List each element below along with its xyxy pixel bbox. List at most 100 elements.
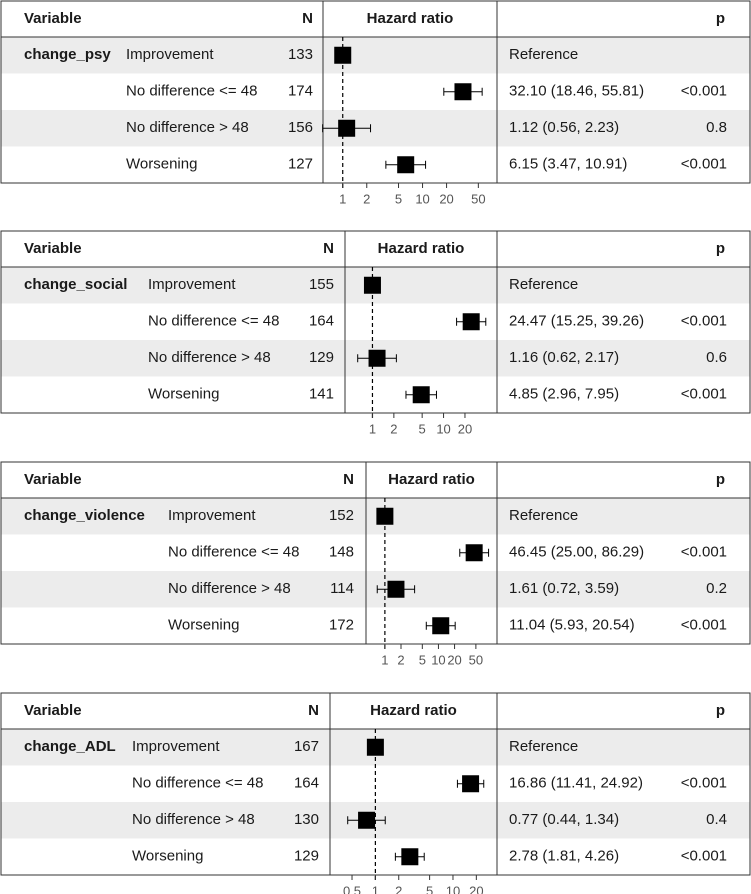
- p-value: <0.001: [681, 83, 727, 100]
- hr-ci-text: 24.47 (15.25, 39.26): [509, 313, 644, 330]
- n-value: 172: [329, 617, 354, 634]
- row-stripe: [1, 498, 750, 535]
- header-hazard-ratio: Hazard ratio: [367, 10, 454, 27]
- p-value: <0.001: [681, 386, 727, 403]
- n-value: 164: [294, 775, 319, 792]
- level-label: Worsening: [168, 617, 239, 634]
- p-value: <0.001: [681, 848, 727, 865]
- header-variable: Variable: [24, 240, 82, 257]
- axis-tick-label: 10: [436, 421, 450, 436]
- axis-tick-label: 2: [390, 421, 397, 436]
- axis-tick-label: 50: [469, 652, 483, 667]
- header-p: p: [716, 702, 725, 719]
- axis-tick-label: 1: [381, 652, 388, 667]
- axis-tick-label: 5: [395, 191, 402, 206]
- hr-ci-text: Reference: [509, 507, 578, 524]
- p-value: <0.001: [681, 156, 727, 173]
- axis-tick-label: 5: [419, 421, 426, 436]
- variable-name: change_psy: [24, 46, 111, 63]
- hr-ci-text: Reference: [509, 276, 578, 293]
- header-p: p: [716, 471, 725, 488]
- hr-marker: [387, 580, 405, 598]
- panel-border: [0, 230, 751, 414]
- axis-tick-label: 1: [369, 421, 376, 436]
- forest-panel-change_psy: Variable N Hazard ratio p change_psy Improvem…: [0, 0, 751, 206]
- hr-ci-text: 11.04 (5.93, 20.54): [509, 617, 635, 634]
- hr-marker: [465, 544, 483, 562]
- header-variable: Variable: [24, 10, 82, 27]
- p-value: <0.001: [681, 617, 727, 634]
- panel-border: [0, 461, 751, 645]
- n-value: 129: [294, 848, 319, 865]
- variable-name: change_social: [24, 276, 127, 293]
- header-n: N: [308, 702, 319, 719]
- level-label: No difference <= 48: [168, 544, 299, 561]
- axis-tick-label: 0.5: [343, 883, 361, 894]
- hr-marker: [366, 738, 384, 756]
- level-label: Worsening: [126, 156, 197, 173]
- hr-ci-text: 6.15 (3.47, 10.91): [509, 156, 627, 173]
- level-label: Improvement: [126, 46, 214, 63]
- header-variable: Variable: [24, 471, 82, 488]
- n-value: 156: [288, 119, 313, 136]
- hr-marker: [338, 119, 356, 137]
- hr-marker: [401, 848, 419, 866]
- header-hazard-ratio: Hazard ratio: [378, 240, 465, 257]
- p-value: <0.001: [681, 775, 727, 792]
- hr-marker: [462, 775, 480, 793]
- axis-tick-label: 5: [426, 883, 433, 894]
- p-value: 0.4: [706, 811, 727, 828]
- forest-panel-change_violence: Variable N Hazard ratio p change_violence Imp…: [0, 461, 751, 667]
- hr-marker: [358, 811, 376, 829]
- forest-panel-change_ADL: Variable N Hazard ratio p change_ADL Improvem…: [0, 692, 751, 894]
- axis-tick-label: 2: [395, 883, 402, 894]
- panel-border: [0, 0, 751, 184]
- hr-marker: [334, 46, 352, 64]
- header-variable: Variable: [24, 702, 82, 719]
- axis-tick-label: 20: [469, 883, 483, 894]
- axis-tick-label: 50: [471, 191, 485, 206]
- hr-ci-text: Reference: [509, 738, 578, 755]
- n-value: 164: [309, 313, 334, 330]
- level-label: No difference <= 48: [148, 313, 279, 330]
- hr-marker: [368, 349, 386, 367]
- axis-tick-label: 20: [458, 421, 472, 436]
- axis-tick-label: 1: [372, 883, 379, 894]
- header-n: N: [302, 10, 313, 27]
- level-label: No difference > 48: [126, 119, 249, 136]
- level-label: Improvement: [168, 507, 256, 524]
- hr-marker: [412, 386, 430, 404]
- axis-tick-label: 20: [447, 652, 461, 667]
- row-stripe: [1, 571, 750, 608]
- n-value: 114: [330, 580, 354, 597]
- axis-tick-label: 10: [431, 652, 445, 667]
- hr-ci-text: 1.12 (0.56, 2.23): [509, 119, 619, 136]
- level-label: Worsening: [132, 848, 203, 865]
- hr-ci-text: 1.16 (0.62, 2.17): [509, 349, 619, 366]
- hr-marker: [376, 507, 394, 525]
- header-p: p: [716, 10, 725, 27]
- axis-tick-label: 1: [339, 191, 346, 206]
- axis-tick-label: 2: [397, 652, 404, 667]
- row-stripe: [1, 110, 750, 147]
- level-label: No difference > 48: [168, 580, 291, 597]
- hr-marker: [363, 276, 381, 294]
- variable-name: change_ADL: [24, 738, 116, 755]
- n-value: 155: [309, 276, 334, 293]
- p-value: 0.6: [706, 349, 727, 366]
- n-value: 127: [288, 156, 313, 173]
- n-value: 130: [294, 811, 319, 828]
- n-value: 167: [294, 738, 319, 755]
- hr-ci-text: 2.78 (1.81, 4.26): [509, 848, 619, 865]
- header-n: N: [343, 471, 354, 488]
- level-label: No difference <= 48: [126, 83, 257, 100]
- header-n: N: [323, 240, 334, 257]
- hr-ci-text: 4.85 (2.96, 7.95): [509, 386, 619, 403]
- p-value: <0.001: [681, 313, 727, 330]
- hr-ci-text: 32.10 (18.46, 55.81): [509, 83, 644, 100]
- axis-tick-label: 10: [446, 883, 460, 894]
- hr-ci-text: Reference: [509, 46, 578, 63]
- p-value: <0.001: [681, 544, 727, 561]
- p-value: 0.8: [706, 119, 727, 136]
- hr-marker: [432, 617, 450, 635]
